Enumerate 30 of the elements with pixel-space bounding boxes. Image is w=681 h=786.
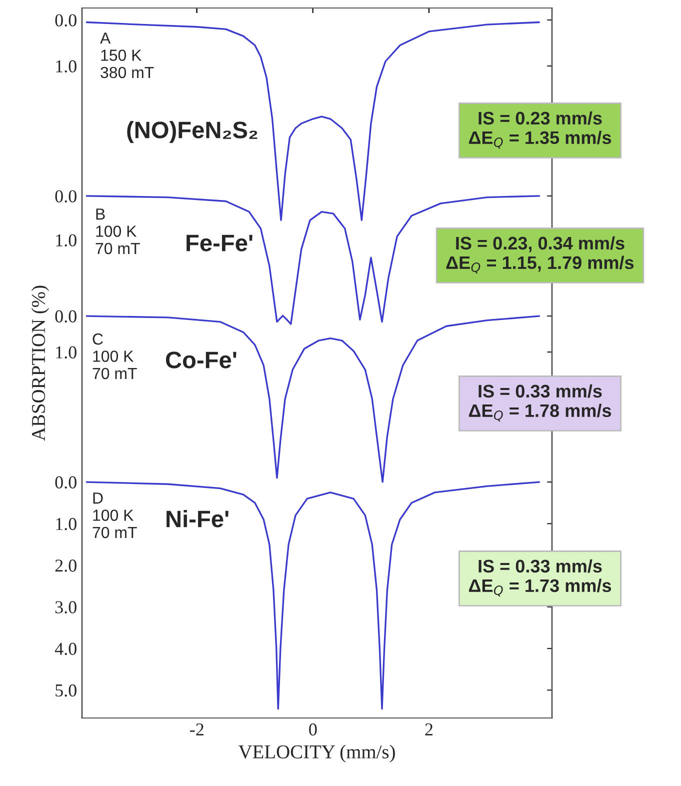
annotation: IS = 0.23, 0.34 mm/s ΔE$_{Q}$ = 1.15, 1.79 mm/s bbox=[446, 236, 634, 274]
y-tick-label: 3.0 bbox=[55, 601, 76, 614]
annotation: IS = 0.33 mm/s ΔE$_{Q}$ = 1.78 mm/s bbox=[468, 384, 612, 422]
annotation: Fe-Fe' bbox=[186, 234, 252, 252]
y-tick-label: 2.0 bbox=[55, 560, 76, 572]
y-tick-label: 0.0 bbox=[55, 476, 76, 489]
annotation: D 100 K 70 mT bbox=[92, 492, 137, 538]
y-tick-label: 4.0 bbox=[54, 642, 76, 656]
y-tick-label: 5.0 bbox=[56, 684, 76, 697]
annotation: Ni-Fe' bbox=[166, 510, 228, 528]
y-tick-label: 0.0 bbox=[55, 14, 76, 26]
y-tick-label: 0.0 bbox=[55, 310, 76, 323]
annotation: A 150 K 380 mT bbox=[100, 32, 154, 78]
annotation: Co-Fe' bbox=[166, 352, 236, 368]
annotation: B 100 K 70 mT bbox=[96, 208, 140, 254]
x-axis-title: VELOCITY (mm/s) bbox=[238, 744, 395, 762]
y-tick-label: 1.0 bbox=[56, 60, 76, 72]
x-tick-label: 2 bbox=[425, 723, 433, 736]
annotation: (NO)FeN₂S₂ bbox=[127, 120, 258, 144]
y-tick-label: 1.0 bbox=[56, 518, 76, 530]
y-tick-label: 1.0 bbox=[56, 234, 76, 246]
x-tick-label: 0 bbox=[309, 723, 317, 736]
x-tick-label: -2 bbox=[190, 723, 204, 736]
y-tick-label: 0.0 bbox=[55, 190, 76, 202]
y-axis-title: ABSORPTION (%) bbox=[31, 286, 50, 441]
annotation: IS = 0.33 mm/s ΔE$_{Q}$ = 1.73 mm/s bbox=[468, 559, 612, 596]
line-series bbox=[86, 195, 540, 325]
annotation: IS = 0.23 mm/s ΔE$_{Q}$ = 1.35 mm/s bbox=[468, 111, 612, 148]
annotation: C 100 K 70 mT bbox=[92, 333, 137, 380]
y-tick-label: 1.0 bbox=[56, 346, 76, 359]
